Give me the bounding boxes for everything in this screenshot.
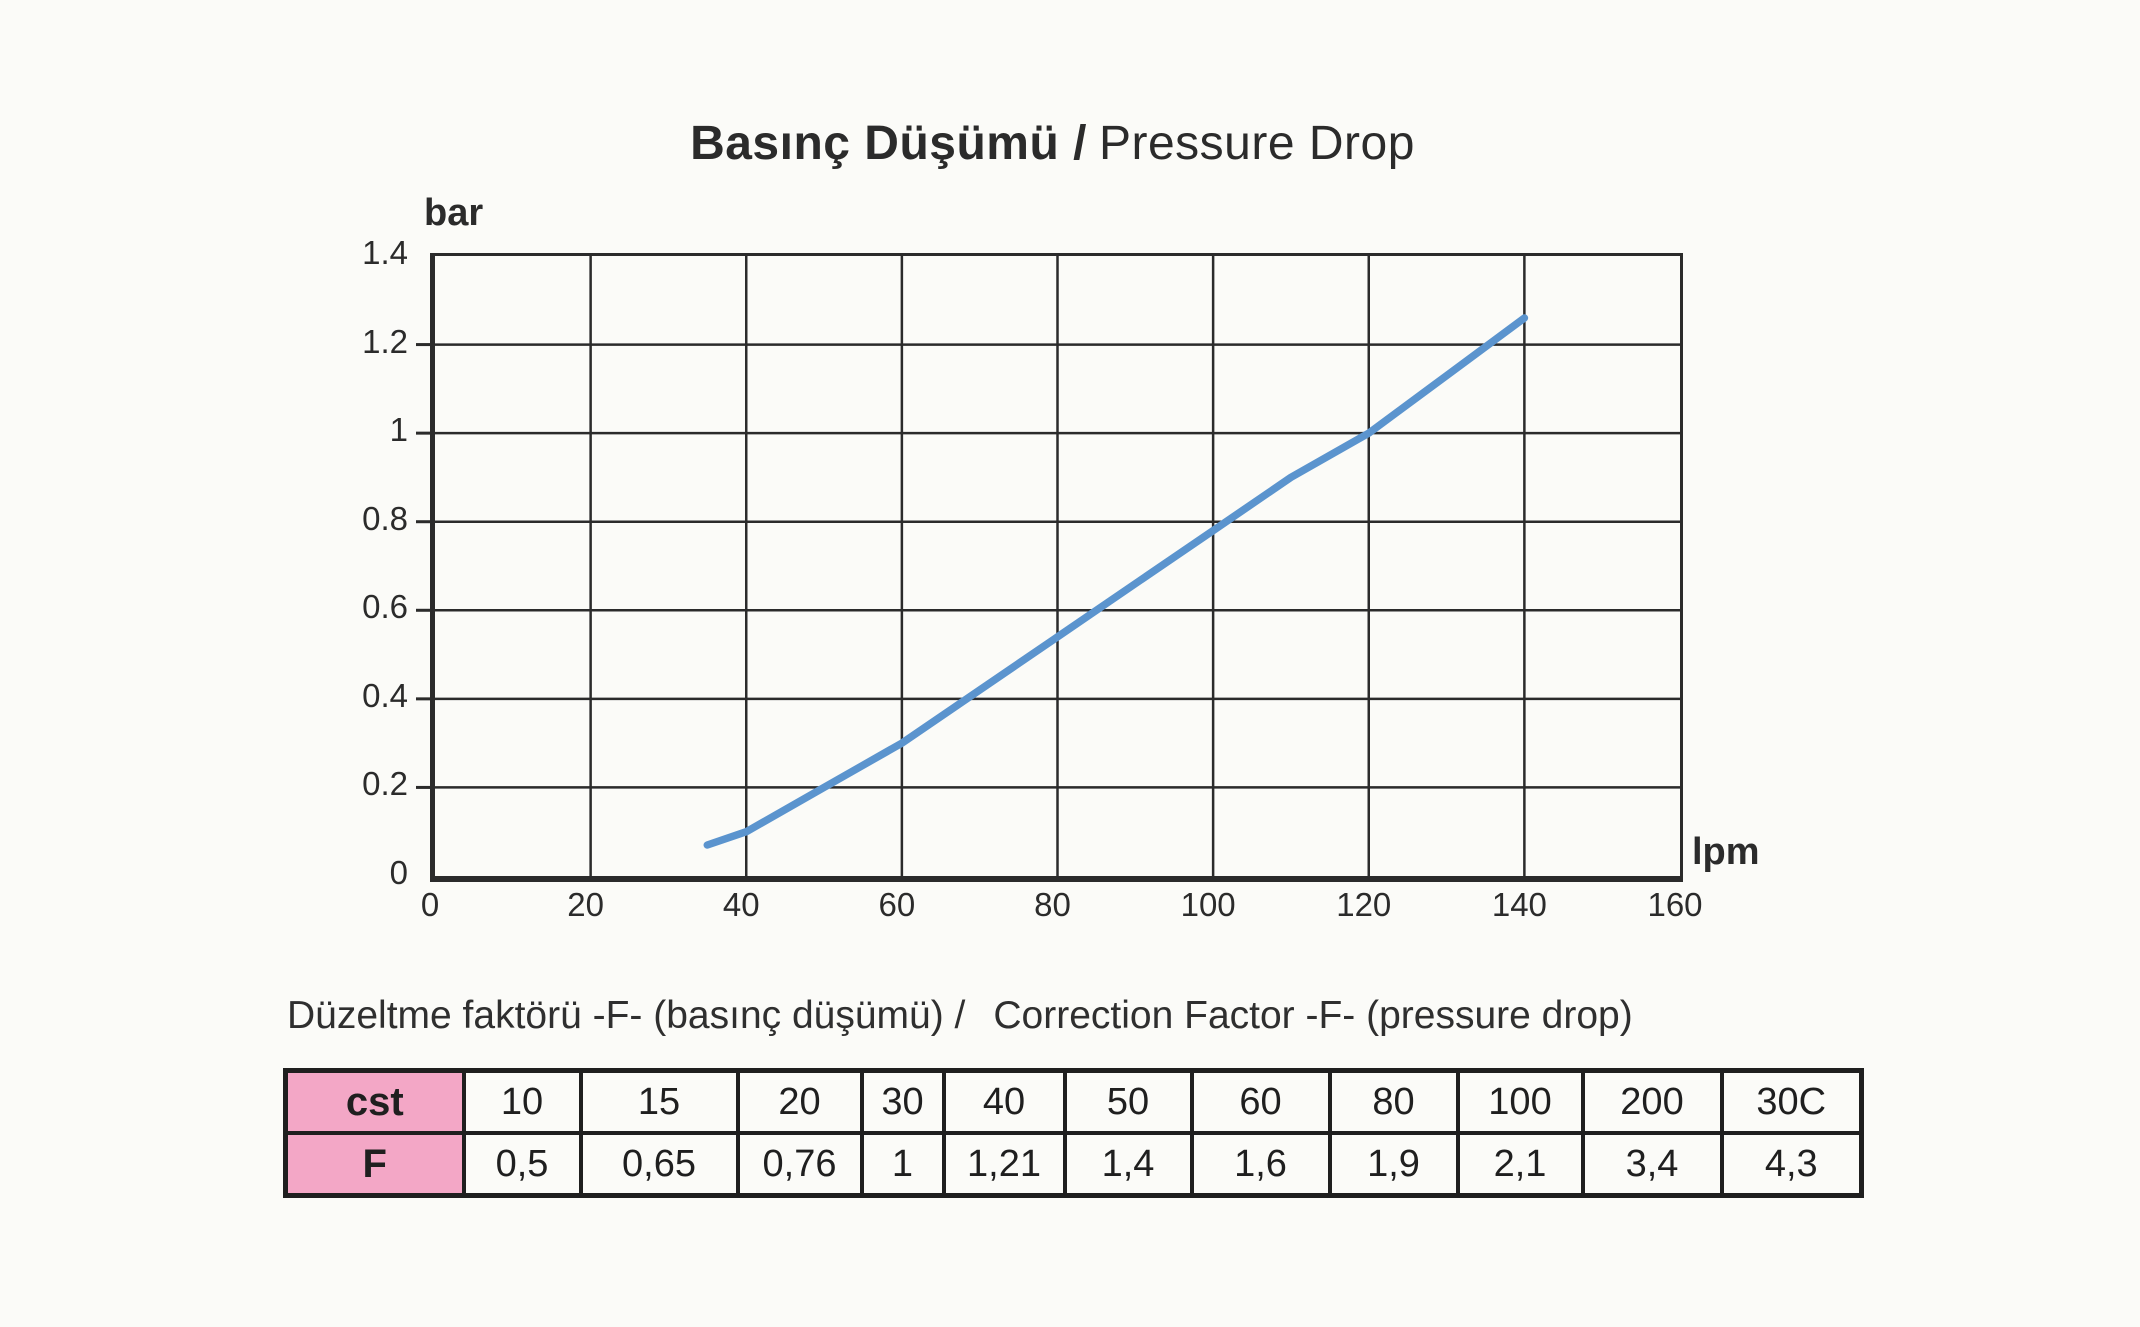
- y-tick-label: 0.4: [362, 676, 408, 714]
- table-cell: 0,76: [735, 1131, 864, 1198]
- x-tick-label: 80: [1034, 886, 1071, 923]
- plot-area: [416, 253, 1683, 882]
- pressure-drop-chart: [416, 256, 1680, 876]
- table-cell: 1,21: [941, 1131, 1067, 1198]
- table-cell: 15: [578, 1068, 740, 1135]
- table-cell: 2,1: [1455, 1131, 1585, 1198]
- y-tick-label: 0.8: [362, 499, 408, 537]
- table-cell: 50: [1062, 1068, 1194, 1135]
- row-header-f: F: [283, 1131, 466, 1198]
- table-cell: 1,4: [1062, 1131, 1194, 1198]
- table-cell: 200: [1580, 1068, 1724, 1135]
- chart-title-turkish: Basınç Düşümü /: [690, 117, 1087, 170]
- table-cell: 10: [461, 1068, 583, 1135]
- y-tick-label: 1: [389, 411, 408, 449]
- x-tick-label: 160: [1647, 886, 1703, 923]
- x-tick-label: 60: [878, 886, 916, 923]
- y-axis-unit-label: bar: [424, 192, 484, 234]
- table-cell: 1: [859, 1131, 946, 1198]
- table-row: cst 10 15 20 30 40 50 60 80 100 200 30C: [283, 1068, 1864, 1135]
- table-cell: 30C: [1719, 1068, 1864, 1135]
- y-tick-label: 1.4: [362, 234, 408, 271]
- x-tick-label: 120: [1336, 886, 1392, 923]
- table-cell: 1,9: [1327, 1131, 1460, 1198]
- table-cell: 40: [941, 1068, 1067, 1135]
- table-cell: 1,6: [1189, 1131, 1332, 1198]
- chart-title: Basınç Düşümü / Pressure Drop: [430, 116, 1675, 171]
- y-tick-label: 0.6: [362, 588, 408, 626]
- y-tick-label: 0: [389, 854, 408, 891]
- table-cell: 80: [1327, 1068, 1460, 1135]
- table-cell: 30: [859, 1068, 946, 1135]
- x-tick-label: 20: [567, 886, 604, 923]
- x-tick-label: 140: [1491, 886, 1547, 923]
- table-cell: 60: [1189, 1068, 1332, 1135]
- table-cell: 20: [735, 1068, 864, 1135]
- table-cell: 3,4: [1580, 1131, 1724, 1198]
- correction-factor-table: cst 10 15 20 30 40 50 60 80 100 200 30C F 0,5 0,65 0,76…: [283, 1068, 1864, 1198]
- y-tick-label: 1.2: [362, 322, 408, 360]
- table-cell: 0,5: [461, 1131, 583, 1198]
- y-tick-label: 0.2: [362, 765, 408, 803]
- chart-title-english: Pressure Drop: [1098, 117, 1415, 170]
- pressure-drop-curve: [703, 314, 1529, 849]
- correction-table-title: Düzeltme faktörü -F- (basınç düşümü) / Co…: [287, 994, 1633, 1038]
- x-tick-label: 100: [1180, 886, 1236, 923]
- row-header-cst: cst: [283, 1068, 466, 1135]
- table-cell: 100: [1455, 1068, 1585, 1135]
- table-cell: 0,65: [578, 1131, 740, 1198]
- table-row: F 0,5 0,65 0,76 1 1,21 1,4 1,6 1,9 2,1 3,4 4,3: [283, 1131, 1864, 1198]
- correction-table-title-english: Correction Factor -F- (pressure drop): [993, 994, 1633, 1037]
- table-cell: 4,3: [1719, 1131, 1864, 1198]
- correction-table-title-turkish: Düzeltme faktörü -F- (basınç düşümü) /: [287, 994, 966, 1037]
- x-tick-label: 0: [420, 886, 440, 923]
- x-tick-label: 40: [722, 886, 760, 923]
- x-axis-unit-label: lpm: [1692, 831, 1760, 873]
